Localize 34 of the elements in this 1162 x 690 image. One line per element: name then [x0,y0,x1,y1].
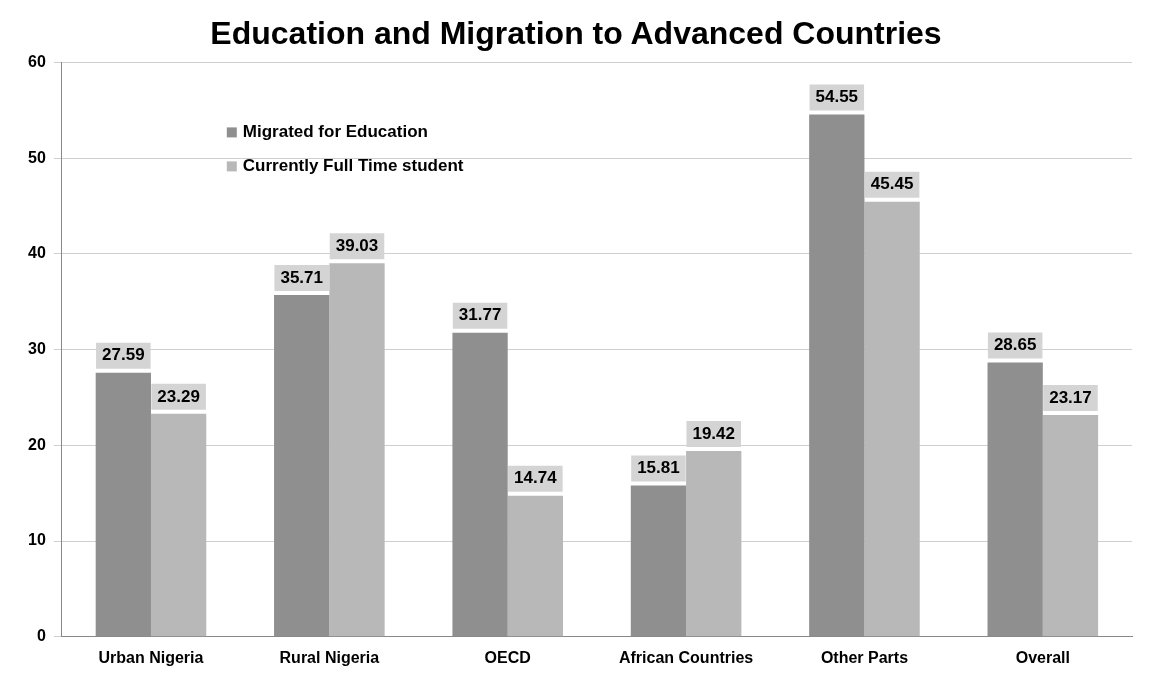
data-label: 35.71 [280,267,323,287]
y-tick-label: 40 [28,244,46,262]
x-tick-label: African Countries [618,648,754,666]
y-tick-label: 20 [28,435,46,453]
bar [329,263,385,637]
x-tick-label: OECD [484,648,531,666]
x-tick-label: Rural Nigeria [279,648,380,666]
x-tick-label: Overall [1015,648,1070,666]
bar [150,413,207,637]
data-label: 27.59 [102,345,145,365]
data-label: 45.45 [870,174,914,194]
legend-label: Currently Full Time student [242,156,464,176]
data-label: 28.65 [993,335,1037,355]
bar [864,201,920,637]
data-label: 15.81 [637,458,680,478]
bar [1042,414,1099,637]
x-tick-label: Urban Nigeria [98,648,204,666]
bar [507,495,564,637]
data-label: 23.17 [1049,387,1092,407]
y-tick-label: 30 [28,340,46,358]
chart-title: Education and Migration to Advanced Countries [210,15,942,52]
bar [686,450,742,637]
y-tick-label: 0 [36,627,46,645]
x-tick-label: Other Parts [820,648,909,666]
y-tick-label: 60 [28,52,46,70]
data-label: 31.77 [458,305,502,325]
y-tick-label: 10 [28,531,46,549]
data-label: 39.03 [335,235,379,255]
data-label: 14.74 [514,468,558,488]
legend-label: Migrated for Education [242,122,428,142]
data-label: 54.55 [815,87,859,107]
y-tick-label: 50 [28,148,46,166]
data-label: 19.42 [692,423,735,443]
data-label: 23.29 [157,386,200,406]
